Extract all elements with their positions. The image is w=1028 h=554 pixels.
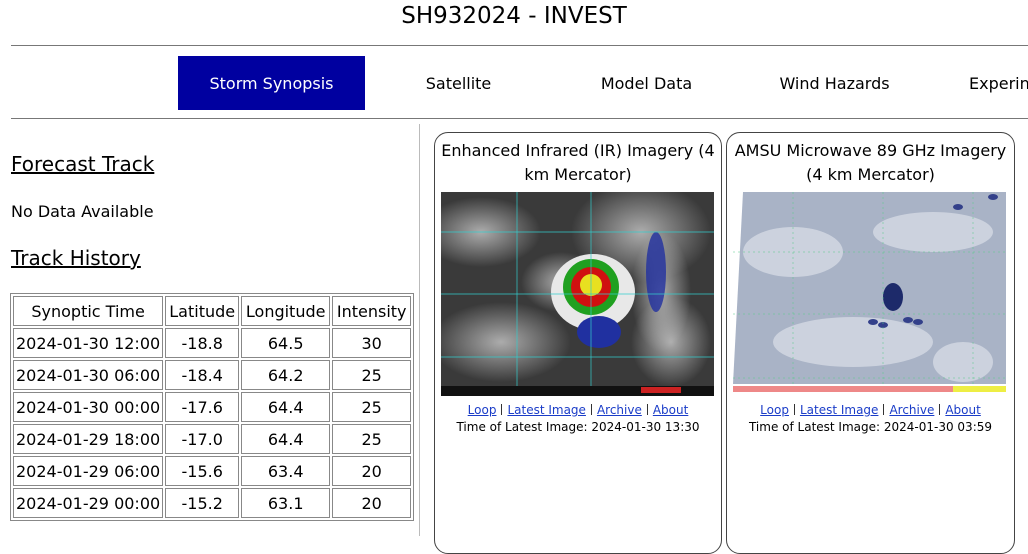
column-header: Synoptic Time [13, 296, 164, 326]
link-separator [939, 404, 941, 415]
table-cell: 2024-01-30 06:00 [13, 360, 164, 390]
image-link[interactable]: About [945, 403, 981, 417]
table-cell: 2024-01-29 06:00 [13, 456, 164, 486]
table-cell: 63.1 [241, 488, 331, 518]
nav-tab[interactable]: Experin [969, 73, 1028, 93]
table-cell: 64.2 [241, 360, 331, 390]
panel-title: AMSU Microwave 89 GHz Imagery (4 km Merc… [734, 141, 1007, 184]
table-cell: 2024-01-30 00:00 [13, 392, 164, 422]
nav-tab[interactable]: Satellite [425, 73, 492, 93]
table-cell: 2024-01-29 18:00 [13, 424, 164, 454]
nav-tab[interactable]: Storm Synopsis [178, 56, 365, 110]
image-link[interactable]: Archive [889, 403, 935, 417]
table-cell: -17.6 [165, 392, 240, 422]
table-cell: 25 [332, 424, 412, 454]
table-cell: -18.4 [165, 360, 240, 390]
imagery-panel: AMSU Microwave 89 GHz Imagery (4 km Merc… [726, 132, 1015, 554]
table-row: 2024-01-29 00:00 -15.2 63.1 20 [13, 488, 412, 518]
table-cell: 20 [332, 456, 412, 486]
satellite-image[interactable] [733, 192, 1006, 396]
link-row: Loop Latest Image Archive About [727, 403, 1014, 417]
link-row: Loop Latest Image Archive About [435, 403, 721, 417]
link-separator [646, 404, 648, 415]
table-cell: -18.8 [165, 328, 240, 358]
table-body: 2024-01-30 12:00 -18.8 64.5 30 2024-01-30 06… [13, 328, 412, 518]
image-link[interactable]: About [652, 403, 689, 417]
image-link[interactable]: Loop [467, 403, 497, 417]
image-link[interactable]: Latest Image [799, 403, 879, 417]
table-cell: -17.0 [165, 424, 240, 454]
divider [11, 45, 1028, 46]
nav-tab[interactable]: Wind Hazards [779, 73, 890, 93]
image-link[interactable]: Archive [596, 403, 642, 417]
link-separator [793, 404, 795, 415]
table-row: 2024-01-30 06:00 -18.4 64.2 25 [13, 360, 412, 390]
latest-time: Time of Latest Image: 2024-01-30 13:30 [456, 420, 700, 434]
table-cell: 2024-01-30 12:00 [13, 328, 164, 358]
image-link[interactable]: Latest Image [507, 403, 586, 417]
table-cell: 25 [332, 360, 412, 390]
link-separator [501, 404, 503, 415]
table-cell: 2024-01-29 00:00 [13, 488, 164, 518]
table-cell: 64.4 [241, 424, 331, 454]
column-header: Intensity [332, 296, 412, 326]
header-row: Synoptic Time Latitude Longitude Intensity [13, 296, 412, 326]
table-row: 2024-01-29 18:00 -17.0 64.4 25 [13, 424, 412, 454]
table-row: 2024-01-29 06:00 -15.6 63.4 20 [13, 456, 412, 486]
latest-time: Time of Latest Image: 2024-01-30 03:59 [748, 420, 993, 434]
page-title: SH932024 - INVEST [401, 3, 627, 29]
table-cell: -15.2 [165, 488, 240, 518]
table-cell: 64.5 [241, 328, 331, 358]
link-separator [590, 404, 592, 415]
column-header: Longitude [241, 296, 331, 326]
table-cell: 20 [332, 488, 412, 518]
table-cell: 64.4 [241, 392, 331, 422]
section-heading: Track History [11, 246, 141, 270]
no-data-text: No Data Available [11, 202, 154, 221]
column-header: Latitude [165, 296, 240, 326]
panel-title: Enhanced Infrared (IR) Imagery (4 km Mer… [441, 141, 715, 184]
page: {"header": {"title": "SH932024 - INVEST"… [10, 3, 1028, 554]
column-divider [419, 124, 420, 536]
track-table: Synoptic Time Latitude Longitude Intensity … [10, 293, 415, 521]
satellite-image[interactable] [441, 192, 714, 396]
nav-tab[interactable]: Model Data [600, 73, 693, 93]
table-cell: 30 [332, 328, 412, 358]
section-heading: Forecast Track [11, 152, 155, 176]
link-separator [883, 404, 885, 415]
table-cell: 25 [332, 392, 412, 422]
table-cell: 63.4 [241, 456, 331, 486]
table-cell: -15.6 [165, 456, 240, 486]
imagery-panel: Enhanced Infrared (IR) Imagery (4 km Mer… [434, 132, 722, 554]
table-row: 2024-01-30 12:00 -18.8 64.5 30 [13, 328, 412, 358]
image-link[interactable]: Loop [760, 403, 789, 417]
table-row: 2024-01-30 00:00 -17.6 64.4 25 [13, 392, 412, 422]
divider [11, 118, 1028, 119]
